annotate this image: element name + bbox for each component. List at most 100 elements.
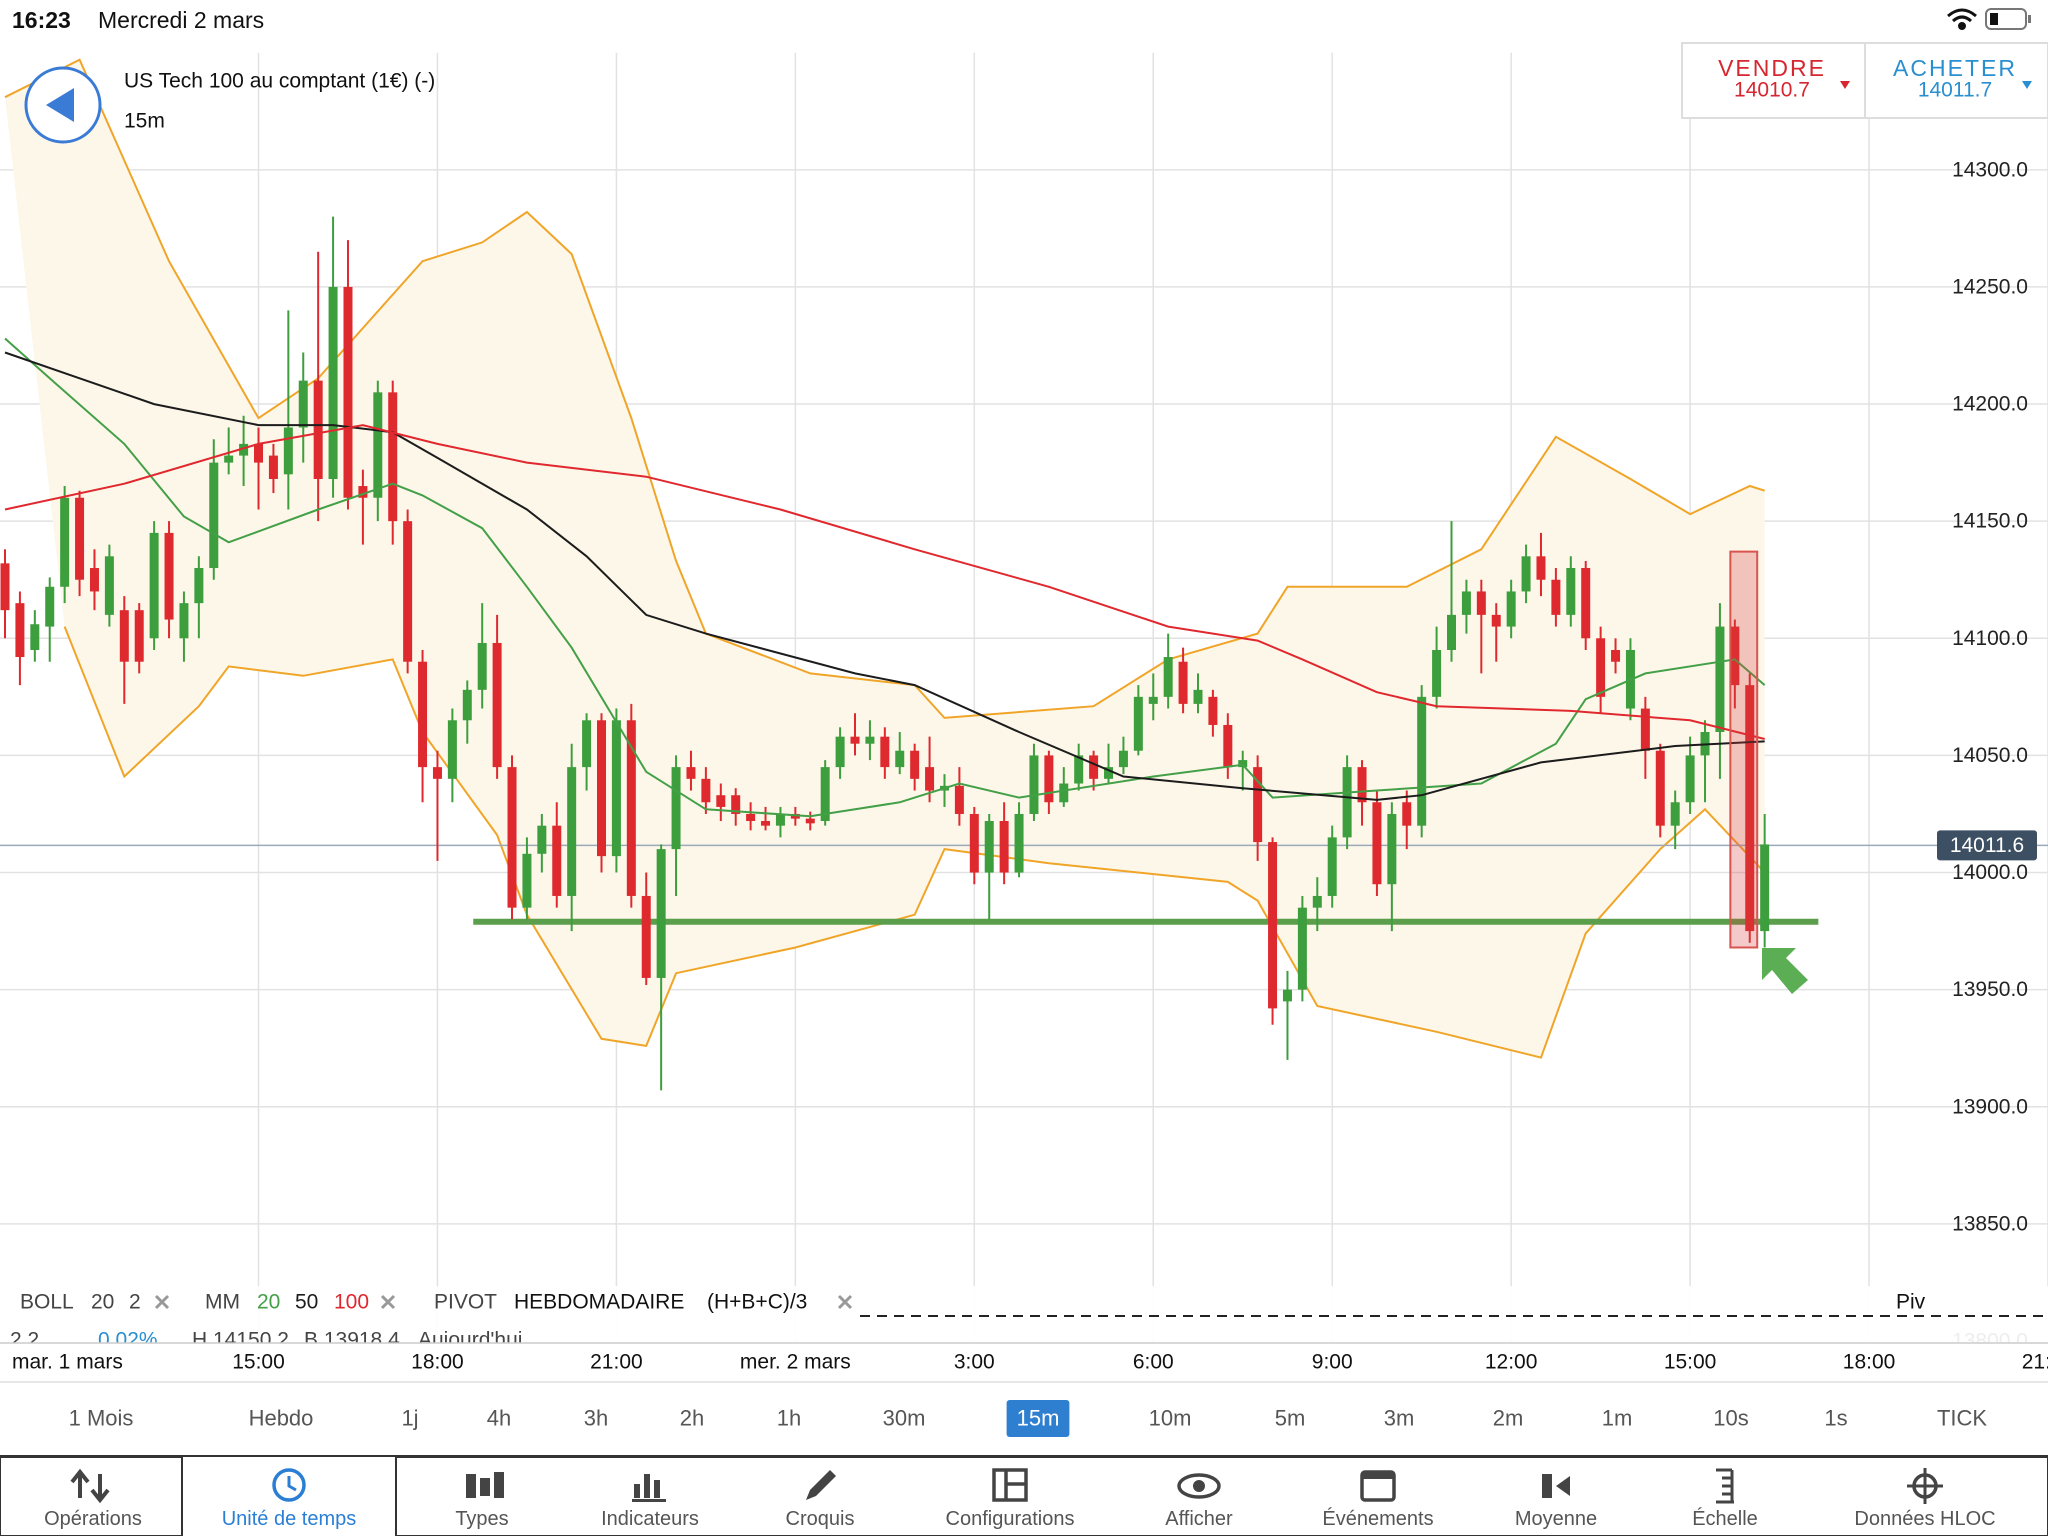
x-tick-label: 21:00 (590, 1351, 643, 1374)
candle-body (149, 532, 159, 639)
timeframe[interactable]: Hebdo (249, 1406, 314, 1431)
candle-body (254, 443, 264, 463)
candle-body (1491, 614, 1501, 627)
remove-pivot[interactable] (837, 1294, 853, 1310)
candle-body (1372, 802, 1382, 885)
timeframe[interactable]: 1m (1602, 1406, 1633, 1431)
y-tick-label: 13950.0 (1952, 978, 2028, 1001)
buy-button[interactable]: ACHETER 14011.7 (1893, 55, 2032, 102)
candle-body (432, 767, 442, 779)
candle-body (343, 286, 353, 498)
instrument: US Tech 100 au comptant (1€) (-) (124, 70, 435, 93)
candle-body (1342, 767, 1352, 838)
boll-deviation: 2 (129, 1291, 141, 1314)
x-tick-label: 3:00 (954, 1351, 995, 1374)
sell-button[interactable]: VENDRE 14010.7 (1718, 55, 1850, 102)
tab[interactable]: Configurations (946, 1508, 1075, 1530)
timeframe[interactable]: 5m (1275, 1406, 1306, 1431)
candle-body (134, 610, 144, 662)
annotation-arrow (1762, 948, 1808, 994)
candle-body (1282, 989, 1292, 1002)
candle-body (1461, 591, 1471, 615)
moving-average (4, 337, 1766, 818)
timeframe[interactable]: 3m (1384, 1406, 1415, 1431)
x-tick-label: 21:00 (2022, 1351, 2048, 1374)
timeframe[interactable]: 15m (1017, 1406, 1060, 1431)
bollinger-fill (5, 59, 1765, 1058)
y-tick-label: 14100.0 (1952, 627, 2028, 650)
timeframe[interactable]: 1j (401, 1406, 418, 1431)
timeframe[interactable]: 10m (1149, 1406, 1192, 1431)
candle-body (1447, 614, 1457, 651)
tab[interactable]: Afficher (1165, 1508, 1233, 1530)
timeframe[interactable]: 2m (1493, 1406, 1524, 1431)
candle-body (1178, 661, 1188, 704)
x-tick-label: 12:00 (1485, 1351, 1538, 1374)
remove-boll[interactable] (154, 1294, 170, 1310)
sell-label: VENDRE (1718, 55, 1826, 81)
candle-body (477, 642, 487, 690)
tab[interactable]: Indicateurs (601, 1508, 699, 1530)
boll-label[interactable]: BOLL (20, 1291, 74, 1314)
timeframe[interactable]: 10s (1713, 1406, 1748, 1431)
timeframe[interactable]: TICK (1937, 1406, 1987, 1431)
clock: 16:23 (12, 7, 71, 33)
candle-body (969, 813, 979, 873)
timeframe[interactable]: 2h (680, 1406, 704, 1431)
candle-body (925, 767, 935, 791)
x-tick-label: 18:00 (1843, 1351, 1896, 1374)
ma-legend: 100 (334, 1291, 369, 1314)
candle-body (164, 532, 174, 620)
timeframe[interactable]: 4h (487, 1406, 511, 1431)
candle-body (1104, 767, 1114, 779)
indicator-strip: BOLL 20 2 MM 20 50 100 PIVOT HEBDOMADAIR… (0, 1286, 2048, 1352)
tab[interactable]: Échelle (1692, 1507, 1758, 1530)
timeframe[interactable]: 1h (777, 1406, 801, 1431)
ma-label[interactable]: MM (205, 1291, 240, 1314)
pivot-label[interactable]: PIVOT (434, 1291, 497, 1314)
buy-label: ACHETER (1893, 55, 2017, 81)
candle-body (761, 820, 771, 826)
timeframe[interactable]: 3h (584, 1406, 608, 1431)
candle-body (835, 736, 845, 768)
y-tick-label: 14250.0 (1952, 275, 2028, 298)
candle-body (403, 521, 413, 662)
timeframe[interactable]: 1 Mois (69, 1406, 134, 1431)
candle-body (75, 497, 85, 580)
tab[interactable]: Croquis (786, 1508, 855, 1530)
candle-body (1148, 696, 1158, 704)
back-button[interactable] (24, 66, 102, 144)
candle-body (507, 767, 517, 908)
tab[interactable]: Données HLOC (1854, 1508, 1995, 1530)
candle-body (239, 443, 249, 456)
candle-body (1268, 842, 1278, 1009)
x-tick-label: 15:00 (232, 1351, 285, 1374)
candle-body (89, 568, 99, 592)
candle-body (1506, 591, 1516, 627)
candle-body (954, 785, 964, 814)
timeframe[interactable]: 30m (883, 1406, 926, 1431)
candle-body (522, 853, 532, 908)
tab[interactable]: Types (455, 1508, 508, 1530)
wifi-icon (1947, 8, 1977, 30)
tab[interactable]: Événements (1322, 1507, 1433, 1530)
candle-body (0, 563, 10, 611)
price-tag-label: 14011.6 (1950, 834, 2024, 857)
candle-body (626, 720, 636, 896)
pivot-period: HEBDOMADAIRE (514, 1291, 684, 1314)
tab[interactable]: Opérations (44, 1508, 142, 1530)
candle-body (1640, 708, 1650, 751)
candle-body (358, 486, 368, 498)
pivot-formula: (H+B+C)/3 (707, 1291, 807, 1314)
candle-body (1044, 755, 1054, 803)
tab[interactable]: Unité de temps (222, 1508, 357, 1530)
candle-body (1760, 844, 1770, 932)
tab[interactable]: Moyenne (1515, 1508, 1597, 1530)
timeframe[interactable]: 1s (1824, 1406, 1847, 1431)
candle-body (1193, 689, 1203, 704)
ma-legend: 20 (257, 1291, 280, 1314)
candle-body (1223, 724, 1233, 768)
remove-ma[interactable] (380, 1294, 396, 1310)
y-tick-label: 14150.0 (1952, 510, 2028, 533)
